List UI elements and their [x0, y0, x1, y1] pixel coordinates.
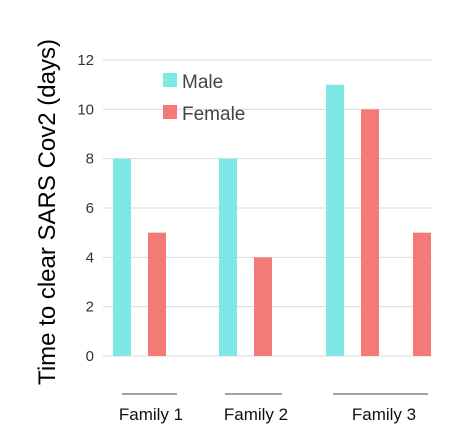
y-tick-label: 6	[86, 200, 94, 217]
y-tick-label: 8	[86, 151, 94, 168]
bar-family-2-female	[254, 257, 272, 356]
bar-family-3-female	[361, 109, 379, 356]
category-label: Family 3	[352, 405, 416, 424]
y-tick-label: 2	[86, 299, 94, 316]
y-axis-label: Time to clear SARS Cov2 (days)	[34, 39, 61, 385]
y-tick-label: 0	[86, 348, 94, 365]
bars	[113, 84, 431, 357]
bar-family-3-female	[413, 232, 431, 356]
y-tick-label: 4	[86, 249, 94, 266]
y-axis-ticks: 0 2 4 6 8 10 12	[77, 52, 94, 365]
bar-family-1-male	[113, 158, 131, 356]
y-tick-label: 12	[77, 52, 94, 69]
legend-label-female: Female	[182, 104, 245, 125]
category-label: Family 2	[224, 405, 288, 424]
legend-label-male: Male	[182, 72, 223, 93]
category-label: Family 1	[119, 405, 183, 424]
y-tick-label: 10	[77, 101, 94, 118]
bar-family-1-female	[148, 232, 166, 356]
legend: Male Female	[163, 72, 245, 125]
bar-family-2-male	[219, 158, 237, 356]
legend-swatch-male	[163, 73, 177, 87]
legend-swatch-female	[163, 105, 177, 119]
category-labels: Family 1 Family 2 Family 3	[119, 393, 428, 424]
bar-family-3-male	[326, 84, 344, 357]
